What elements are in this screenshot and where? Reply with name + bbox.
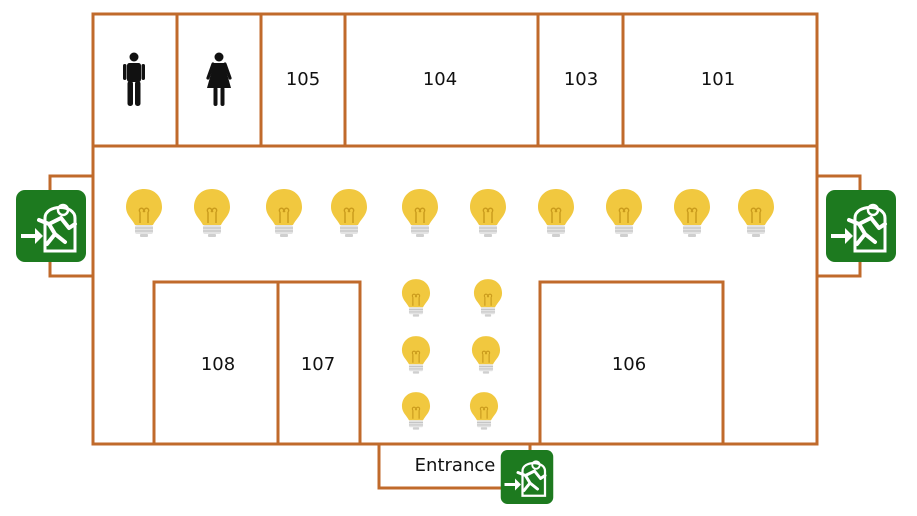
room-105-label: 105 bbox=[286, 69, 320, 90]
room-108-107-walls bbox=[152, 280, 362, 444]
corridor-lights bbox=[125, 188, 775, 238]
light-bulb-icon bbox=[193, 188, 231, 238]
light-bulb-icon bbox=[402, 279, 430, 316]
light-bulb-icon bbox=[673, 188, 711, 238]
building-outline bbox=[91, 12, 819, 446]
light-bulb-icon bbox=[472, 336, 500, 373]
light-bulb-icon bbox=[265, 188, 303, 238]
room-104-label: 104 bbox=[423, 69, 457, 90]
light-bulb-icon bbox=[474, 279, 502, 316]
light-bulb-icon bbox=[402, 336, 430, 373]
walls bbox=[48, 12, 862, 490]
room-106-label: 106 bbox=[612, 354, 646, 375]
entrance-label: Entrance bbox=[415, 455, 496, 476]
emergency-exit-icon bbox=[14, 188, 88, 264]
light-bulb-icon bbox=[470, 392, 498, 429]
light-bulb-icon bbox=[401, 188, 439, 238]
room-107-label: 107 bbox=[301, 354, 335, 375]
lobby-lights bbox=[402, 279, 502, 429]
emergency-exit-icon bbox=[499, 448, 555, 506]
light-bulb-icon bbox=[402, 392, 430, 429]
woman-icon bbox=[205, 50, 233, 108]
light-bulb-icon bbox=[537, 188, 575, 238]
light-bulb-icon bbox=[469, 188, 507, 238]
room-101-label: 101 bbox=[701, 69, 735, 90]
emergency-exit-icon bbox=[824, 188, 898, 264]
light-bulb-icon bbox=[125, 188, 163, 238]
light-bulb-icon bbox=[330, 188, 368, 238]
light-bulb-icon bbox=[605, 188, 643, 238]
room-106-walls bbox=[538, 280, 725, 444]
room-103-label: 103 bbox=[564, 69, 598, 90]
man-icon bbox=[123, 52, 145, 106]
room-108-label: 108 bbox=[201, 354, 235, 375]
light-bulb-icon bbox=[737, 188, 775, 238]
